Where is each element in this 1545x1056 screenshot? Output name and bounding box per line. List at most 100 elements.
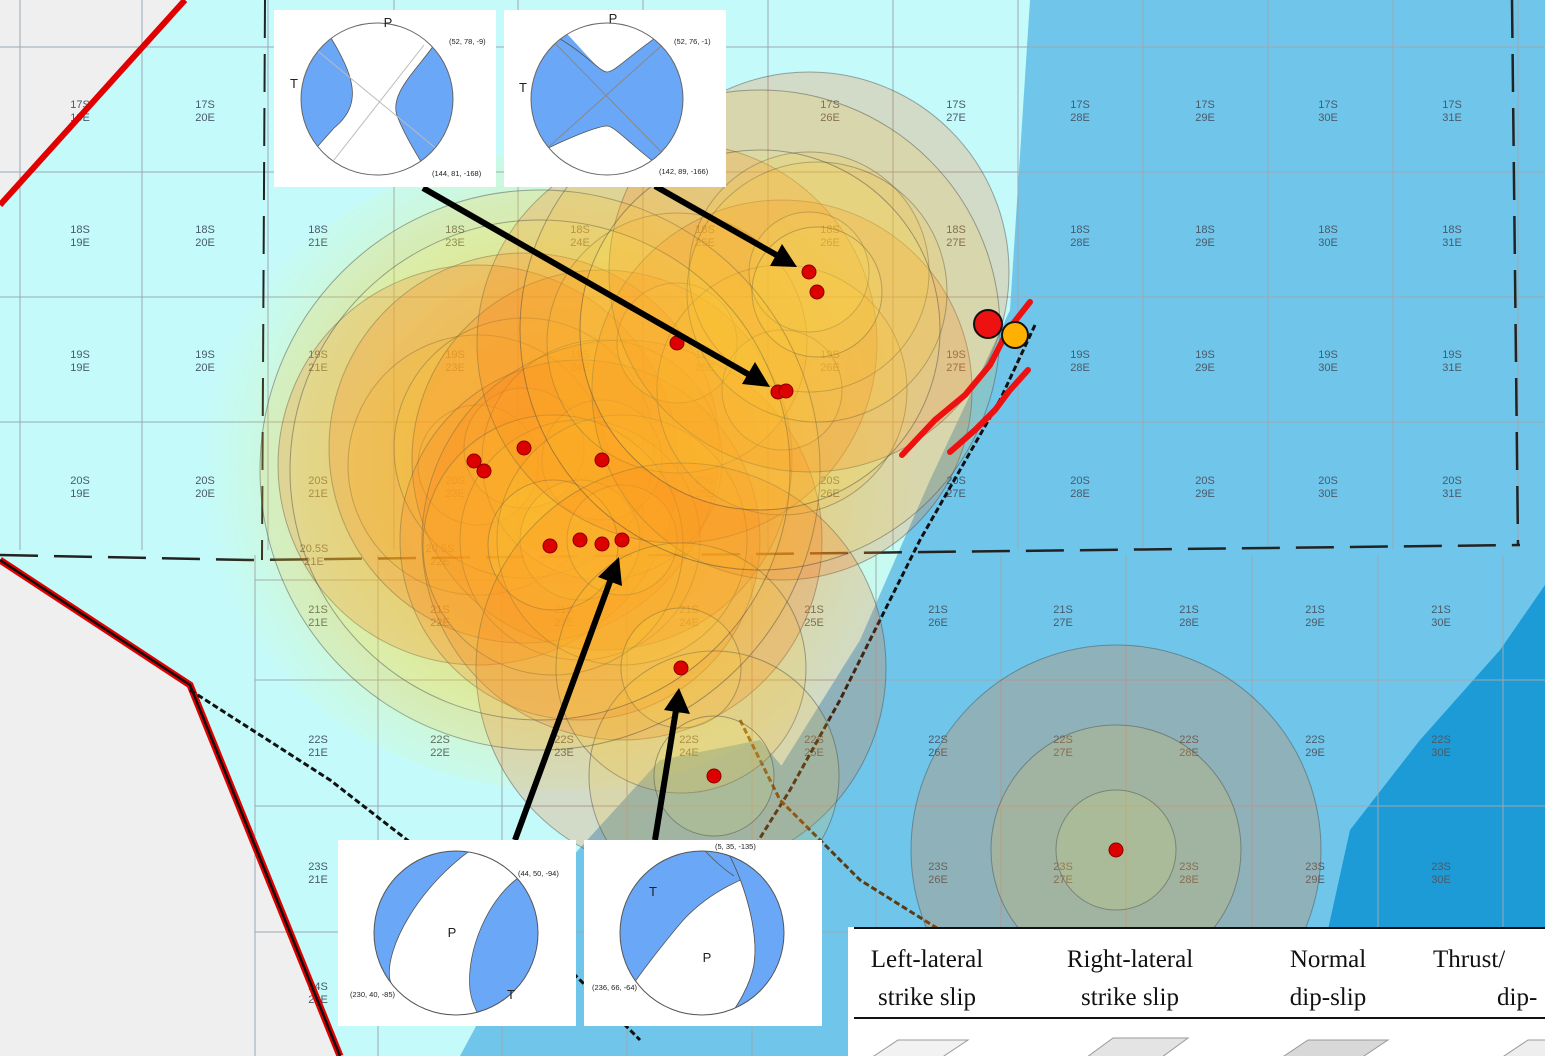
beachball-4-t-label: T bbox=[649, 884, 657, 899]
river-line-east bbox=[738, 324, 1037, 871]
epicenter-dot bbox=[466, 453, 482, 469]
uncertainty-ring bbox=[579, 149, 941, 511]
beachball-3-p-label: P bbox=[448, 925, 457, 940]
legend-left-lateral: Left-lateral strike slip bbox=[852, 941, 1002, 1017]
epicenter-dot bbox=[809, 284, 825, 300]
township-label: 19S 28E bbox=[1070, 349, 1090, 374]
township-label: 17S26E bbox=[820, 99, 840, 124]
legend-normal: Normal dip-slip bbox=[1263, 941, 1393, 1017]
beachball-1-plane1: (52, 78, -9) bbox=[449, 37, 486, 46]
state-boundary-north bbox=[0, 0, 188, 208]
township-label: 23S26E bbox=[928, 861, 948, 886]
epicenter-dot bbox=[801, 264, 817, 280]
beachball-2-t-label: T bbox=[519, 80, 527, 95]
beachball-3: P T (44, 50, -94) (230, 40, -85) bbox=[338, 840, 576, 1026]
township-label: 19S 19E bbox=[70, 349, 90, 374]
township-label: 23S27E bbox=[1053, 861, 1073, 886]
township-label: 17S 29E bbox=[1195, 99, 1215, 124]
arrow-head-bb2 bbox=[770, 244, 797, 267]
township-label: 23S 30E bbox=[1431, 861, 1451, 886]
epicenter-dot bbox=[1108, 842, 1124, 858]
epicenter-dot bbox=[516, 440, 532, 456]
epicenter-dot bbox=[594, 536, 610, 552]
township-label: 22S28E bbox=[1179, 734, 1199, 759]
township-label: 19S 20E bbox=[195, 349, 215, 374]
township-label: 18S 19E bbox=[70, 224, 90, 249]
beachball-3-plane1: (44, 50, -94) bbox=[518, 869, 559, 878]
event-red-marker bbox=[973, 309, 1003, 339]
township-label: 18S 29E bbox=[1195, 224, 1215, 249]
epicenter-dot bbox=[673, 660, 689, 676]
beachball-2-p-label: P bbox=[609, 11, 618, 26]
right-lateral-block-icon bbox=[1087, 1037, 1190, 1056]
beachball-4-plane1: (5, 35, -135) bbox=[715, 842, 756, 851]
legend-right-lateral-line2: strike slip bbox=[1081, 984, 1179, 1011]
thrust-block-icon bbox=[1503, 1039, 1545, 1056]
beachball-3-t-label: T bbox=[507, 987, 515, 1002]
epicenters bbox=[466, 264, 1124, 858]
township-label: 21S 26E bbox=[928, 604, 948, 629]
township-label: 18S26E bbox=[820, 224, 840, 249]
epicenter-dot bbox=[594, 452, 610, 468]
beachball-1-plane2: (144, 81, -168) bbox=[432, 169, 482, 178]
township-label: 17S 28E bbox=[1070, 99, 1090, 124]
township-label: 21S 29E bbox=[1305, 604, 1325, 629]
arrow-head-bb4 bbox=[664, 688, 690, 714]
township-label: 20S 27E bbox=[946, 475, 966, 500]
epicenter-dot bbox=[542, 538, 558, 554]
legend-right-lateral: Right-lateral strike slip bbox=[1050, 941, 1210, 1017]
beachball-1-t-label: T bbox=[290, 76, 298, 91]
dashed-county-line-east bbox=[1510, 0, 1520, 546]
left-lateral-block-icon bbox=[873, 1039, 970, 1056]
township-label: 20S 31E bbox=[1442, 475, 1462, 500]
township-label: 20S 28E bbox=[1070, 475, 1090, 500]
township-label: 17S 31E bbox=[1442, 99, 1462, 124]
fault-trace-east bbox=[947, 367, 1031, 455]
township-label: 23S28E bbox=[1179, 861, 1199, 886]
arrow-bb3 bbox=[512, 574, 615, 842]
legend-normal-line1: Normal bbox=[1289, 946, 1367, 973]
township-label: 22S26E bbox=[928, 734, 948, 759]
normal-block-icon bbox=[1283, 1039, 1390, 1056]
uncertainty-ring bbox=[259, 189, 821, 751]
township-label: 18S27E bbox=[946, 224, 966, 249]
beachball-2: P T (52, 76, -1) (142, 89, -166) bbox=[504, 10, 726, 187]
township-label: 21S 28E bbox=[1179, 604, 1199, 629]
township-label: 20S 29E bbox=[1195, 475, 1215, 500]
epicenter-dot bbox=[778, 383, 794, 399]
epicenter-dot bbox=[476, 463, 492, 479]
arrow-bb4 bbox=[652, 709, 679, 841]
township-label: 22S 29E bbox=[1305, 734, 1325, 759]
seismicity-heat-glow bbox=[200, 150, 920, 790]
mid-blue-region bbox=[640, 0, 1545, 1056]
township-label: 22S27E bbox=[1053, 734, 1073, 759]
arrow-head-bb1 bbox=[742, 362, 770, 387]
focal-mechanism-pointers bbox=[421, 183, 782, 842]
beachball-2-plane2: (142, 89, -166) bbox=[659, 167, 709, 176]
legend-normal-line2: dip-slip bbox=[1289, 984, 1367, 1011]
epicenter-dot bbox=[614, 532, 630, 548]
township-label: 17S 20E bbox=[195, 99, 215, 124]
township-label: 23S 21E bbox=[308, 861, 328, 886]
legend-left-lateral-line2: strike slip bbox=[878, 984, 976, 1011]
legend-right-lateral-line1: Right-lateral bbox=[1066, 946, 1194, 973]
township-label: 21S 30E bbox=[1431, 604, 1451, 629]
township-label: 18S 30E bbox=[1318, 224, 1338, 249]
arrow-head-bb3 bbox=[598, 557, 622, 586]
township-label: 20S 30E bbox=[1318, 475, 1338, 500]
legend-mid-rule bbox=[854, 1017, 1545, 1019]
township-label: 19S 31E bbox=[1442, 349, 1462, 374]
township-label: 18S 31E bbox=[1442, 224, 1462, 249]
beachball-2-plane1: (52, 76, -1) bbox=[674, 37, 711, 46]
township-label: 21S 27E bbox=[1053, 604, 1073, 629]
beachball-3-plane2: (230, 40, -85) bbox=[350, 990, 396, 999]
township-label: 22S 21E bbox=[308, 734, 328, 759]
legend-thrust-line1: Thrust/ bbox=[1433, 946, 1506, 973]
township-label: 23S29E bbox=[1305, 861, 1325, 886]
legend-thrust: Thrust/ dip- bbox=[1433, 941, 1545, 1017]
township-label: 18S 20E bbox=[195, 224, 215, 249]
beachball-1-p-label: P bbox=[384, 15, 393, 30]
township-label: 19S27E bbox=[946, 349, 966, 374]
legend-block-diagrams bbox=[873, 1037, 1545, 1056]
